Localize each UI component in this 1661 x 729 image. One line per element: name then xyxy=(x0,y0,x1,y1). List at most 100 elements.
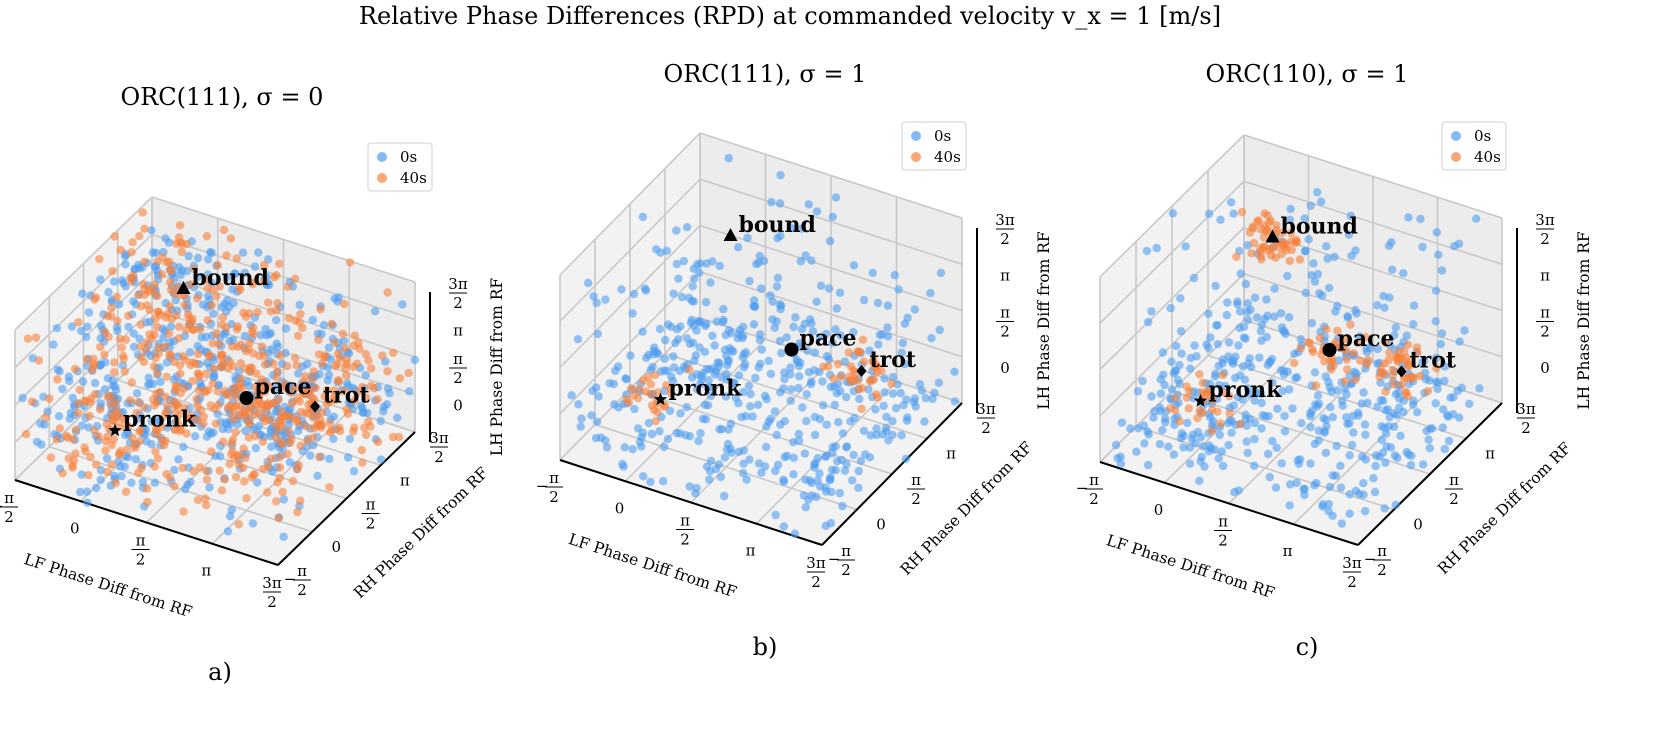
scatter-point xyxy=(1371,451,1381,460)
scatter-point xyxy=(887,379,896,388)
scatter-point xyxy=(835,288,845,297)
scatter-point xyxy=(388,432,398,442)
scatter-point xyxy=(802,416,811,426)
scatter-point xyxy=(244,309,254,318)
scatter-point xyxy=(1208,395,1218,404)
scatter-point xyxy=(214,339,224,349)
scatter-point xyxy=(186,477,195,487)
scatter-point xyxy=(871,405,880,414)
scatter-point xyxy=(897,431,906,440)
gait-marker xyxy=(723,228,738,241)
scatter-point xyxy=(1222,310,1232,320)
scatter-point xyxy=(41,413,50,422)
z-tick-label: π2 xyxy=(449,350,467,387)
scatter-point xyxy=(101,446,110,455)
scatter-point xyxy=(115,334,125,344)
scatter-point xyxy=(393,413,402,422)
scatter-point xyxy=(95,361,105,370)
scatter-point xyxy=(113,316,122,326)
scatter-point xyxy=(1361,455,1371,464)
scatter-point xyxy=(330,386,339,395)
scatter-point xyxy=(733,243,743,252)
scatter-point xyxy=(203,316,212,325)
scatter-point xyxy=(1263,246,1272,255)
scatter-point xyxy=(1224,338,1234,347)
scatter-point xyxy=(232,392,241,402)
scatter-point xyxy=(815,469,824,478)
scatter-point xyxy=(83,322,92,331)
scatter-point xyxy=(1142,246,1152,256)
tick-label-text: π xyxy=(453,322,463,340)
scatter-point xyxy=(1264,218,1274,227)
scatter-point xyxy=(1158,425,1167,435)
scatter-point xyxy=(1277,459,1287,468)
scatter-point xyxy=(1143,427,1152,436)
scatter-point xyxy=(718,317,728,327)
scatter-point xyxy=(672,259,682,269)
scatter-point xyxy=(92,460,101,469)
scatter-point xyxy=(209,364,218,373)
scatter-point xyxy=(1283,271,1292,281)
scatter-point xyxy=(90,390,100,399)
scatter-point xyxy=(776,171,785,180)
scatter-point xyxy=(1373,402,1382,411)
scatter-point xyxy=(319,320,329,330)
scatter-point xyxy=(660,354,669,363)
scatter-point xyxy=(1418,358,1427,367)
scatter-point xyxy=(901,454,911,464)
scatter-point xyxy=(883,332,893,341)
scatter-point xyxy=(1244,390,1254,399)
scatter-point xyxy=(894,285,903,294)
gait-trot: trot xyxy=(310,383,370,413)
scatter-point xyxy=(294,331,303,340)
scatter-point xyxy=(253,478,262,487)
scatter-point xyxy=(1402,373,1411,383)
scatter-point xyxy=(831,442,840,451)
scatter-point xyxy=(838,429,848,438)
scatter-point xyxy=(1225,409,1234,418)
scatter-point xyxy=(1431,286,1441,295)
scatter-point xyxy=(120,251,130,261)
scatter-point xyxy=(776,388,785,397)
scatter-point xyxy=(706,456,716,466)
scatter-point xyxy=(124,311,133,320)
scatter-point xyxy=(1409,400,1418,409)
scatter-point xyxy=(1443,411,1452,420)
scatter-point xyxy=(1243,299,1252,308)
scatter-point xyxy=(71,425,81,434)
scatter-point xyxy=(124,322,133,332)
scatter-point xyxy=(281,324,291,333)
scatter-point xyxy=(1438,423,1448,432)
scatter-point xyxy=(587,411,596,420)
scatter-point xyxy=(284,426,293,436)
scatter-point xyxy=(369,384,379,393)
scatter-point xyxy=(822,420,831,429)
scatter-point xyxy=(77,470,87,479)
scatter-point xyxy=(266,328,275,338)
scatter-point xyxy=(110,277,119,286)
tick-denominator: 2 xyxy=(549,488,559,506)
scatter-point xyxy=(748,412,757,421)
scatter-point xyxy=(179,507,188,516)
scatter-point xyxy=(245,419,254,429)
scatter-point xyxy=(237,402,246,411)
scatter-point xyxy=(1371,461,1380,471)
scatter-point xyxy=(1397,380,1407,389)
scatter-point xyxy=(665,406,675,416)
scatter-point xyxy=(896,388,905,398)
scatter-point xyxy=(95,255,104,264)
scatter-point xyxy=(609,379,618,389)
y-axis-label: RH Phase Diff from RF xyxy=(350,464,492,602)
scatter-point xyxy=(686,318,696,327)
scatter-point xyxy=(259,464,268,474)
scatter-point xyxy=(1389,409,1399,418)
scatter-point xyxy=(1206,413,1215,422)
scatter-point xyxy=(71,449,80,458)
z-tick-label: 0 xyxy=(1000,359,1010,377)
scatter-point xyxy=(1336,461,1345,470)
scatter-point xyxy=(858,335,868,344)
scatter-point xyxy=(829,374,838,383)
scatter-point xyxy=(626,384,636,393)
scatter-point xyxy=(84,308,94,317)
